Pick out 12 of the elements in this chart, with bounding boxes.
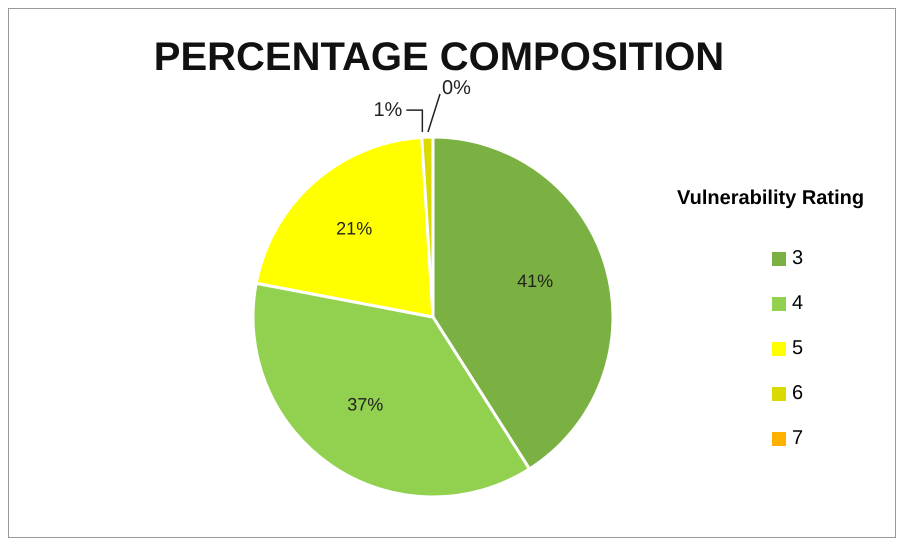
legend-label: 5: [792, 337, 804, 360]
legend-label: 6: [792, 382, 804, 405]
data-label: 37%: [347, 394, 384, 414]
legend-label: 7: [792, 427, 804, 450]
chart-title: PERCENTAGE COMPOSITION: [152, 35, 726, 80]
legend-title: Vulnerability Rating: [677, 187, 864, 210]
legend-label: 4: [792, 292, 804, 315]
data-label: 41%: [517, 270, 554, 291]
data-label: 1%: [373, 99, 403, 122]
data-label: 21%: [336, 218, 372, 238]
text: 0%: [442, 77, 471, 99]
legend-label: 3: [792, 247, 804, 270]
